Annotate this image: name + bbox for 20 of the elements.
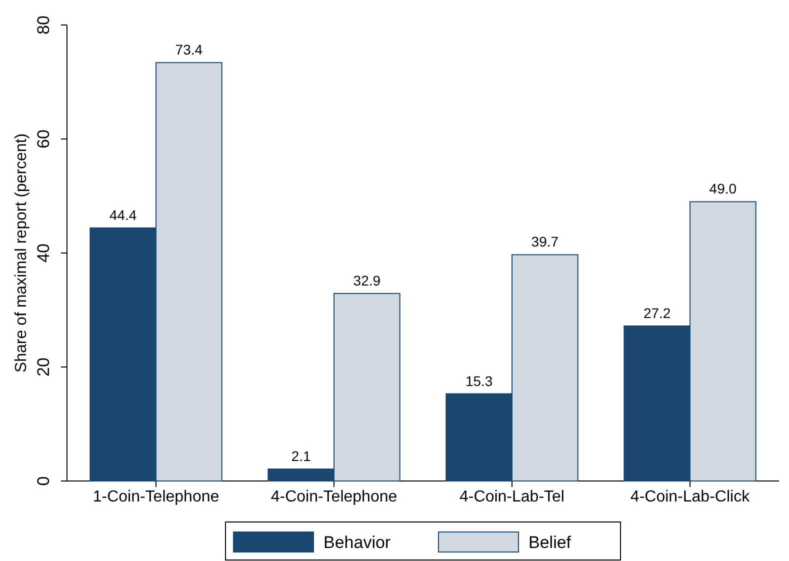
text: 32.9 — [353, 272, 381, 288]
text: 49.0 — [709, 180, 737, 197]
x-tick-label: 4-Coin-Lab-Click — [630, 488, 751, 506]
text: 39.7 — [531, 234, 559, 250]
legend-label: Behavior — [324, 533, 391, 552]
x-tick-label: 1-Coin-Telephone — [92, 488, 220, 506]
y-tick-label: 0 — [34, 476, 53, 486]
y-tick-label: 20 — [34, 358, 53, 376]
text: 44.4 — [109, 206, 137, 223]
text: 73.4 — [175, 42, 203, 58]
legend-label: Belief — [528, 533, 572, 552]
text: 27.2 — [643, 304, 671, 321]
x-tick-label: 4-Coin-Lab-Tel — [460, 488, 564, 506]
x-tick-label: 4-Coin-Telephone — [270, 488, 398, 506]
y-tick-label: 80 — [34, 16, 53, 34]
y-axis-title: Share of maximal report (percent) — [13, 133, 30, 373]
y-tick-label: 60 — [34, 130, 53, 148]
y-tick-label: 40 — [34, 244, 53, 262]
text: 2.1 — [291, 448, 311, 464]
text: 15.3 — [465, 372, 493, 389]
